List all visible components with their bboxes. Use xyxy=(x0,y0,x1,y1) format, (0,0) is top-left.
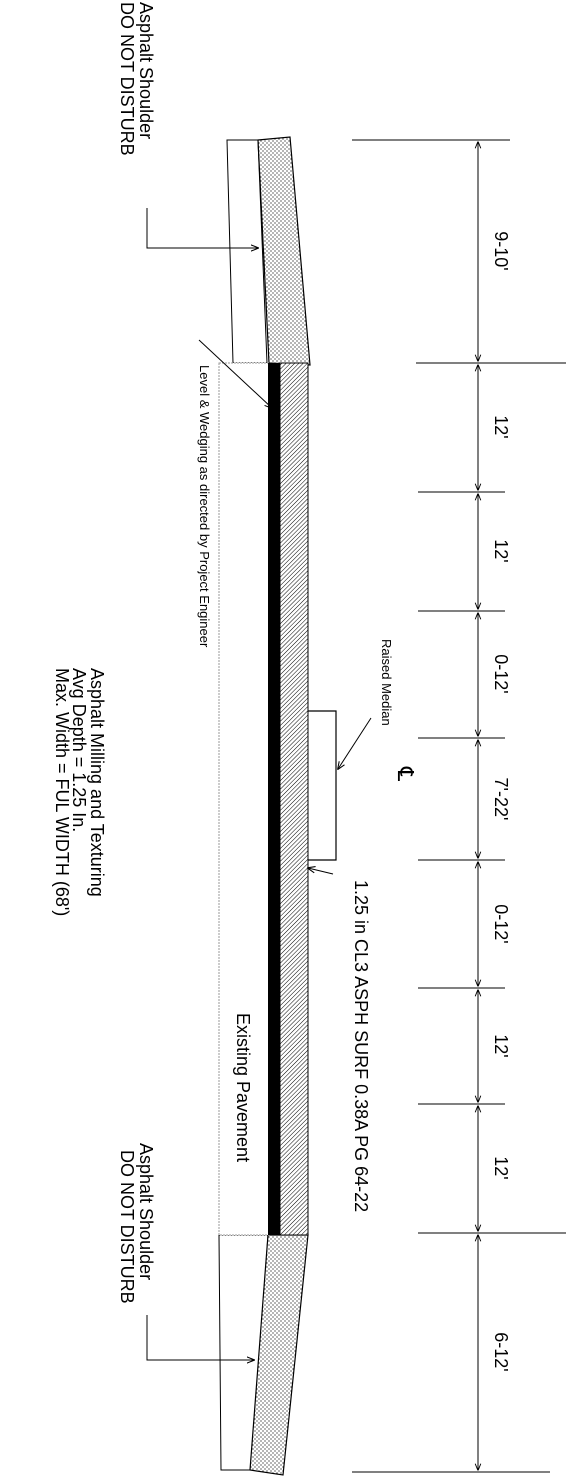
surface-course-leader xyxy=(308,868,334,875)
raised-median-label: Raised Median xyxy=(379,639,394,726)
level-wedging-leader xyxy=(198,339,272,408)
level-wedging-label: Level & Wedging as directed by Project E… xyxy=(197,365,212,648)
milling-line1: Asphalt Milling and Texturing xyxy=(87,668,107,897)
dim-label-5: 7'-22' xyxy=(491,778,511,821)
dim-label-8: 12' xyxy=(491,1156,511,1179)
dim-label-6: 0-12' xyxy=(491,904,511,943)
dim-label-4: 0-12' xyxy=(491,654,511,693)
shoulder-top-line1: Asphalt Shoulder xyxy=(136,2,156,139)
existing-pavement-label: Existing Pavement xyxy=(233,1013,253,1162)
shoulder-bottom-line1: Asphalt Shoulder xyxy=(136,1143,156,1280)
raised-median-leader xyxy=(338,717,372,769)
dim-label-9: 6-12' xyxy=(491,1332,511,1371)
dim-label-2: 12' xyxy=(491,415,511,438)
milling-line2: Avg Depth = 1.25 In. xyxy=(69,668,89,832)
bottom-shoulder-leader xyxy=(146,1315,254,1360)
dimension-extension-lines xyxy=(352,139,566,1473)
top-shoulder-leader xyxy=(146,208,258,248)
dim-label-7: 12' xyxy=(491,1034,511,1057)
dim-label-3: 12' xyxy=(491,539,511,562)
level-wedging-layer xyxy=(268,363,280,1235)
raised-median xyxy=(308,710,337,861)
dim-label-1: 9-10' xyxy=(491,231,511,270)
shoulder-top-line2: DO NOT DISTURB xyxy=(117,2,137,156)
surface-course-label: 1.25 in CL3 ASPH SURF 0.38A PG 64-22 xyxy=(351,880,371,1212)
centerline-symbol: ℄ xyxy=(393,766,418,782)
surface-course-layer xyxy=(279,362,309,1236)
top-shoulder-asphalt xyxy=(257,136,311,366)
shoulder-bottom-line2: DO NOT DISTURB xyxy=(117,1150,137,1304)
milling-line3: Max. Width = FUL WIDTH (68') xyxy=(52,668,72,916)
